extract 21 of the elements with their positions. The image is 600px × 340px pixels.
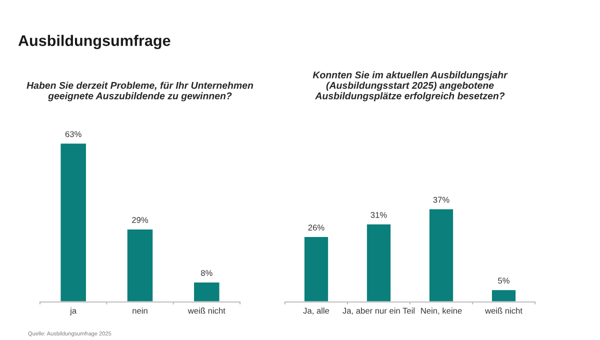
data-label: 8%: [201, 270, 212, 276]
data-label: 63%: [65, 131, 82, 138]
x-tick-label: Nein, keine: [421, 308, 462, 315]
data-label: 37%: [433, 196, 450, 203]
bar: [428, 208, 454, 302]
bar: [303, 236, 330, 302]
data-label: 31%: [370, 212, 387, 218]
bar: [366, 223, 392, 302]
chart-title: Konnten Sie im aktuellen Ausbildungsjahr (Ausbildungsstart 2025) angebotene Ausbildungsplätze erfolgreich besetzen?: [312, 71, 508, 102]
x-tick-label: weiß nicht: [484, 308, 522, 314]
data-label: 29%: [132, 217, 148, 223]
x-tick-label: weiß nicht: [188, 308, 226, 314]
chart-title: Haben Sie derzeit Probleme, für Ihr Unternehmen geeignete Auszubildende zu gewinnen?: [26, 82, 254, 102]
data-label: 5%: [498, 278, 510, 284]
x-tick-label: ja: [70, 308, 77, 316]
x-tick-label: Ja, aber nur ein Teil: [342, 308, 414, 315]
text: Ausbildungsumfrage: [18, 34, 170, 50]
data-label: 26%: [308, 224, 324, 231]
bar: [490, 288, 517, 302]
x-tick-label: nein: [132, 308, 148, 314]
x-tick-label: Ja, alle: [303, 308, 330, 315]
